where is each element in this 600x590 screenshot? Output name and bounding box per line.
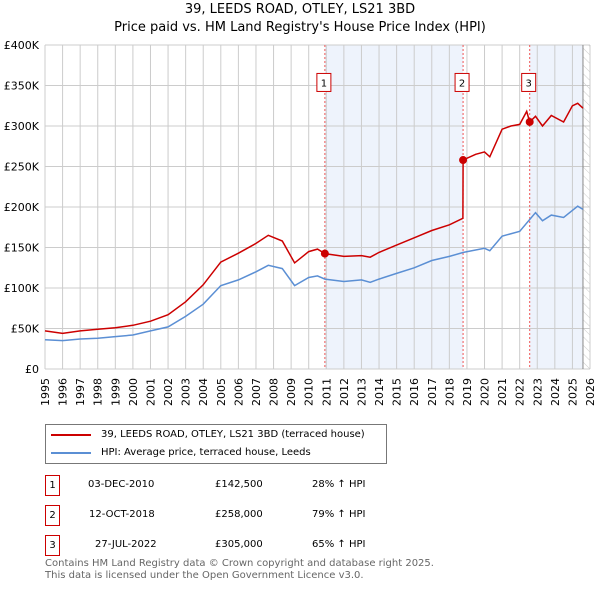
chart-subtitle: Price paid vs. HM Land Registry's House …: [114, 20, 486, 35]
y-tick-label: £50K: [11, 323, 40, 336]
x-tick-label: 2022: [514, 378, 527, 406]
sale-date: 12-OCT-2018: [89, 509, 155, 520]
x-tick-label: 1999: [109, 378, 122, 406]
y-tick-label: £200K: [4, 201, 40, 214]
x-tick-label: 2005: [215, 378, 228, 406]
sale-marker: 1: [45, 475, 60, 496]
y-tick-label: £300K: [4, 120, 40, 133]
sale-label: 1: [321, 78, 327, 89]
y-tick-label: £0: [25, 363, 39, 376]
x-tick-label: 2004: [197, 378, 210, 406]
footer-copyright: Contains HM Land Registry data © Crown c…: [45, 558, 434, 569]
legend: 39, LEEDS ROAD, OTLEY, LS21 3BD (terrace…: [45, 424, 387, 464]
x-tick-label: 2017: [426, 378, 439, 406]
x-tick-label: 2024: [549, 378, 562, 406]
x-tick-label: 2013: [355, 378, 368, 406]
sale-price: £305,000: [215, 539, 263, 550]
sale-label: 2: [459, 78, 465, 89]
sale-marker: 2: [45, 505, 60, 526]
x-tick-label: 2010: [303, 378, 316, 406]
legend-swatch-red: [51, 434, 91, 436]
x-tick-label: 2016: [408, 378, 421, 406]
sale-hpi: 79% ↑ HPI: [312, 509, 366, 520]
sale-label-box: [316, 72, 332, 92]
y-tick-label: £150K: [4, 242, 40, 255]
x-tick-label: 2019: [461, 378, 474, 406]
y-tick-label: £100K: [4, 282, 40, 295]
sale-point: [459, 156, 468, 165]
price-chart: 1995 1996 1997 1998 1999 2000 2001 2002 2003 2004…: [4, 39, 597, 406]
series-line: [44, 205, 584, 342]
x-tick-label: 2012: [338, 378, 351, 406]
footer-licence: This data is licensed under the Open Gov…: [45, 570, 364, 581]
sale-hpi: 65% ↑ HPI: [312, 539, 366, 550]
legend-item-property: 39, LEEDS ROAD, OTLEY, LS21 3BD (terrace…: [46, 427, 365, 443]
legend-label: 39, LEEDS ROAD, OTLEY, LS21 3BD (terrace…: [101, 429, 365, 440]
x-tick-label: 2025: [566, 378, 579, 406]
sale-label-box: [454, 72, 470, 92]
y-tick-label: £350K: [4, 80, 40, 93]
y-tick-label: £400K: [4, 39, 40, 52]
legend-label: HPI: Average price, terraced house, Leed…: [101, 447, 311, 458]
sale-label: 3: [526, 78, 532, 89]
x-tick-label: 2018: [443, 378, 456, 406]
sale-point: [320, 249, 329, 258]
sale-date: 03-DEC-2010: [88, 479, 155, 490]
x-tick-label: 1997: [74, 378, 87, 406]
sale-hpi: 28% ↑ HPI: [312, 479, 366, 490]
sale-price: £142,500: [215, 479, 263, 490]
sale-label-box: [521, 72, 537, 92]
x-tick-label: 2014: [373, 378, 386, 406]
x-tick-label: 1998: [92, 378, 105, 406]
y-tick-label: £250K: [4, 161, 40, 174]
x-tick-label: 2015: [391, 378, 404, 406]
sale-date: 27-JUL-2022: [95, 539, 157, 550]
footer: Contains HM Land Registry data © Crown c…: [45, 558, 434, 582]
x-tick-label: 2026: [584, 378, 597, 406]
x-tick-label: 2001: [144, 378, 157, 406]
x-tick-label: 2002: [162, 378, 175, 406]
x-tick-label: 2011: [320, 378, 333, 406]
chart-title: 39, LEEDS ROAD, OTLEY, LS21 3BD: [184, 2, 416, 17]
sale-marker: 3: [45, 535, 60, 556]
x-tick-label: 1996: [57, 378, 70, 406]
x-tick-label: 2009: [285, 378, 298, 406]
x-tick-label: 2003: [180, 378, 193, 406]
x-tick-label: 2008: [268, 378, 281, 406]
sale-point: [525, 117, 534, 126]
legend-swatch-blue: [51, 452, 91, 454]
x-tick-label: 2020: [479, 378, 492, 406]
sale-price: £258,000: [215, 509, 263, 520]
legend-item-hpi: HPI: Average price, terraced house, Leed…: [46, 445, 311, 461]
x-tick-label: 2006: [232, 378, 245, 406]
x-tick-label: 2007: [250, 378, 263, 406]
x-tick-label: 2023: [531, 378, 544, 406]
x-tick-label: 1995: [39, 378, 52, 406]
x-tick-label: 2000: [127, 378, 140, 406]
x-tick-label: 2021: [496, 378, 509, 406]
